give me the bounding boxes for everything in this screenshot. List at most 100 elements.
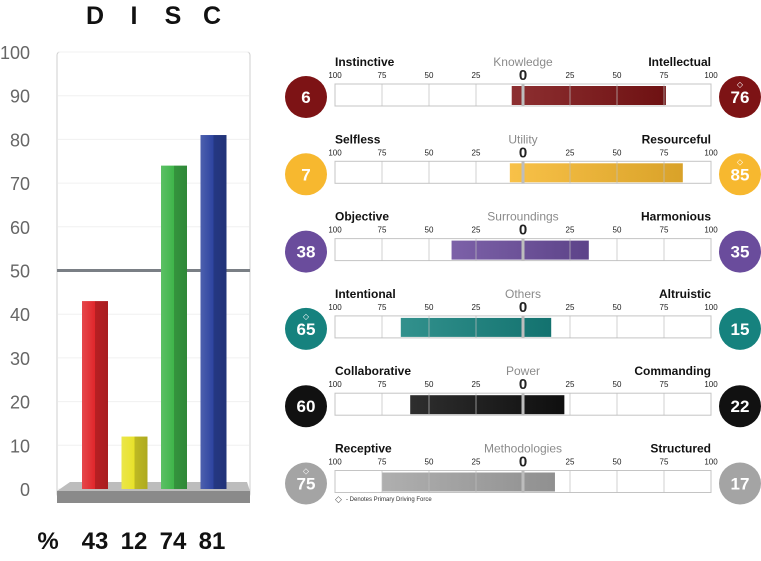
right-label: Altruistic bbox=[659, 287, 711, 301]
row-title: Methodologies bbox=[484, 442, 562, 456]
primary-driver-diamond-icon: ◇ bbox=[303, 312, 310, 321]
axis-tick-label: 75 bbox=[660, 71, 669, 80]
left-label: Intentional bbox=[335, 287, 396, 301]
driver-row-methodologies: Receptive Structured Methodologies 100 75 50 2… bbox=[285, 442, 761, 505]
axis-tick-label: 75 bbox=[378, 148, 387, 157]
center-zero-label: 0 bbox=[519, 222, 527, 239]
axis-tick-label: 75 bbox=[378, 226, 387, 235]
driver-row-surroundings: Objective Harmonious Surroundings 100 75 50 25… bbox=[285, 210, 761, 273]
right-label: Intellectual bbox=[648, 55, 711, 69]
right-score-circle bbox=[719, 462, 761, 505]
axis-tick-label: 75 bbox=[378, 380, 387, 389]
axis-tick-label: 75 bbox=[378, 458, 387, 467]
y-tick-label: 10 bbox=[10, 436, 30, 456]
axis-tick-label: 100 bbox=[328, 148, 342, 157]
footnote-text: - Denotes Primary Driving Force bbox=[346, 497, 432, 503]
axis-tick-label: 50 bbox=[613, 380, 622, 389]
disc-chart: 0 10 20 30 40 50 60 70 80 90 100 D I S C% 43 12 74 81 bbox=[0, 2, 251, 555]
left-label: Selfless bbox=[335, 132, 381, 146]
left-label: Objective bbox=[335, 210, 389, 224]
axis-tick-label: 100 bbox=[704, 71, 718, 80]
y-tick-label: 0 bbox=[20, 480, 30, 500]
force-bar bbox=[451, 240, 589, 260]
right-label: Structured bbox=[650, 442, 711, 456]
axis-tick-label: 50 bbox=[425, 380, 434, 389]
axis-tick-label: 25 bbox=[472, 380, 481, 389]
right-score: 17 bbox=[731, 475, 750, 494]
axis-tick-label: 50 bbox=[425, 226, 434, 235]
axis-tick-label: 50 bbox=[613, 226, 622, 235]
right-score: 76 bbox=[731, 88, 750, 107]
right-score: 35 bbox=[731, 243, 750, 262]
center-zero-label: 0 bbox=[519, 454, 527, 471]
left-score: 60 bbox=[297, 397, 316, 416]
percent-value: 12 bbox=[121, 528, 148, 555]
percent-symbol: % bbox=[37, 528, 58, 555]
left-score: 65 bbox=[297, 320, 316, 339]
center-zero-label: 0 bbox=[519, 144, 527, 161]
right-score-circle bbox=[719, 153, 761, 196]
axis-tick-label: 50 bbox=[613, 148, 622, 157]
y-tick-label: 70 bbox=[10, 174, 30, 194]
right-score-circle bbox=[719, 307, 761, 350]
force-bar bbox=[511, 86, 666, 105]
percent-value: 74 bbox=[160, 528, 187, 555]
chart-base bbox=[57, 491, 250, 503]
row-title: Power bbox=[506, 364, 540, 378]
left-score-circle bbox=[285, 153, 327, 196]
category-label: I bbox=[131, 2, 138, 30]
axis-tick-label: 100 bbox=[704, 226, 718, 235]
right-label: Resourceful bbox=[642, 132, 711, 146]
axis-tick-label: 100 bbox=[704, 303, 718, 312]
left-score: 75 bbox=[297, 475, 316, 494]
left-score-circle bbox=[285, 230, 327, 273]
axis-tick-label: 25 bbox=[566, 380, 575, 389]
category-label: S bbox=[165, 2, 182, 30]
bar-i bbox=[121, 436, 148, 489]
center-zero-label: 0 bbox=[519, 376, 527, 393]
axis-tick-label: 25 bbox=[566, 71, 575, 80]
left-score: 6 bbox=[301, 88, 310, 107]
axis-tick-label: 100 bbox=[328, 71, 342, 80]
axis-tick-label: 25 bbox=[472, 303, 481, 312]
y-tick-label: 20 bbox=[10, 393, 30, 413]
primary-driver-diamond-icon: ◇ bbox=[737, 80, 744, 89]
bar-s bbox=[161, 165, 187, 489]
axis-tick-label: 100 bbox=[704, 380, 718, 389]
driver-row-others: Intentional Altruistic Others 100 75 50 25 0 25 5… bbox=[285, 287, 761, 350]
right-score: 85 bbox=[731, 165, 750, 184]
y-tick-label: 50 bbox=[10, 262, 30, 282]
right-score-circle bbox=[719, 76, 761, 118]
axis-tick-label: 100 bbox=[704, 148, 718, 157]
left-score-circle bbox=[285, 76, 327, 118]
axis-tick-label: 25 bbox=[566, 458, 575, 467]
axis-tick-label: 50 bbox=[613, 303, 622, 312]
axis-tick-label: 25 bbox=[472, 71, 481, 80]
category-label: C bbox=[203, 2, 221, 30]
primary-driver-diamond-icon: ◇ bbox=[737, 157, 744, 166]
y-tick-label: 30 bbox=[10, 349, 30, 369]
axis-tick-label: 100 bbox=[328, 380, 342, 389]
axis-tick-label: 50 bbox=[425, 458, 434, 467]
category-label: D bbox=[86, 2, 104, 30]
left-label: Collaborative bbox=[335, 364, 411, 378]
row-title: Knowledge bbox=[493, 55, 553, 69]
axis-tick-label: 100 bbox=[328, 458, 342, 467]
right-label: Commanding bbox=[634, 364, 711, 378]
axis-tick-label: 50 bbox=[425, 148, 434, 157]
force-bar bbox=[509, 163, 683, 183]
left-label: Instinctive bbox=[335, 55, 395, 69]
y-tick-label: 60 bbox=[10, 218, 30, 238]
axis-tick-label: 25 bbox=[566, 226, 575, 235]
force-bar bbox=[382, 472, 555, 492]
axis-tick-label: 50 bbox=[613, 71, 622, 80]
center-zero-label: 0 bbox=[519, 67, 527, 84]
y-tick-label: 80 bbox=[10, 130, 30, 150]
axis-tick-label: 25 bbox=[472, 458, 481, 467]
row-title: Others bbox=[505, 287, 541, 301]
axis-tick-label: 100 bbox=[704, 458, 718, 467]
primary-driver-diamond-icon: ◇ bbox=[303, 467, 310, 476]
axis-tick-label: 25 bbox=[566, 148, 575, 157]
driver-row-power: Collaborative Commanding Power 100 75 50 25 0 25… bbox=[285, 364, 761, 428]
y-tick-label: 100 bbox=[0, 43, 30, 63]
